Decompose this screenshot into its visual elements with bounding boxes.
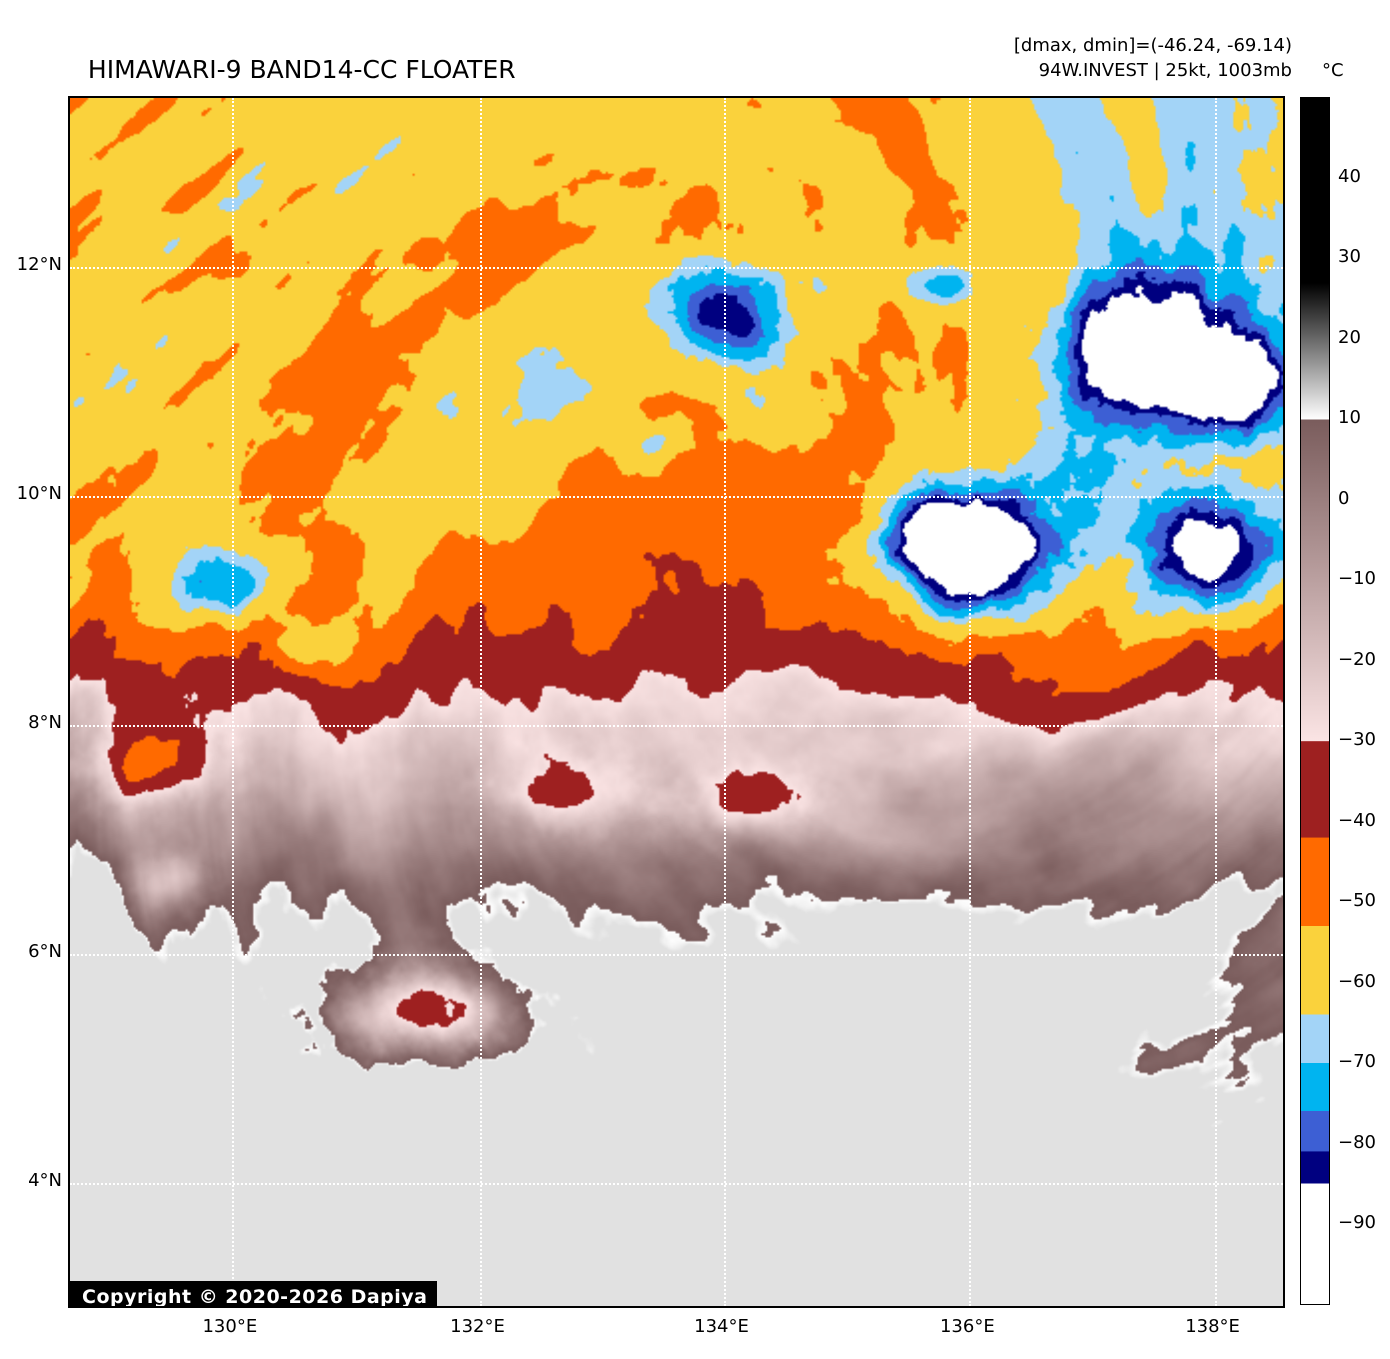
lon-tick-label: 138°E: [1185, 1316, 1240, 1337]
satellite-imagery-canvas: [70, 98, 1283, 1306]
colorbar-tick-label: −60: [1338, 970, 1376, 992]
copyright-watermark: Copyright © 2020-2026 Dapiya: [70, 1281, 438, 1306]
colorbar-tick-label: −10: [1338, 568, 1376, 590]
lat-tick-label: 4°N: [28, 1170, 62, 1192]
colorbar-tick-label: −90: [1338, 1212, 1376, 1234]
colorbar-tick-label: 0: [1338, 487, 1350, 509]
colorbar-tick-label: −30: [1338, 729, 1376, 751]
lon-tick-label: 134°E: [694, 1316, 749, 1337]
temperature-colorbar: [1300, 97, 1330, 1305]
colorbar-tick-label: −40: [1338, 809, 1376, 831]
lat-tick-label: 12°N: [16, 254, 62, 276]
satellite-image-panel: Copyright © 2020-2026 Dapiya: [68, 96, 1285, 1308]
colorbar-tick-label: −50: [1338, 890, 1376, 912]
colorbar-tick-label: −80: [1338, 1131, 1376, 1153]
storm-info-label: 94W.INVEST | 25kt, 1003mb: [1038, 60, 1292, 81]
product-title: HIMAWARI-9 BAND14-CC FLOATER: [87, 55, 516, 84]
lat-tick-label: 8°N: [28, 712, 62, 734]
colorbar-tick-label: 30: [1338, 246, 1361, 268]
lon-tick-label: 132°E: [450, 1316, 505, 1337]
colorbar-tick-label: 40: [1338, 165, 1361, 187]
colorbar-unit-label: °C: [1322, 60, 1344, 81]
colorbar-tick-label: −70: [1338, 1051, 1376, 1073]
colorbar-gradient: [1301, 98, 1329, 1304]
metadata-block: [dmax, dmin]=(-46.24, -69.14) 94W.INVEST…: [1014, 33, 1292, 83]
dmax-dmin-label: [dmax, dmin]=(-46.24, -69.14): [1013, 35, 1292, 56]
colorbar-tick-label: −20: [1338, 648, 1376, 670]
lat-tick-label: 10°N: [16, 483, 62, 505]
colorbar-tick-label: 10: [1338, 407, 1361, 429]
lat-tick-label: 6°N: [28, 941, 62, 963]
colorbar-tick-label: 20: [1338, 326, 1361, 348]
lon-tick-label: 136°E: [939, 1316, 995, 1337]
lon-tick-label: 130°E: [202, 1316, 258, 1337]
